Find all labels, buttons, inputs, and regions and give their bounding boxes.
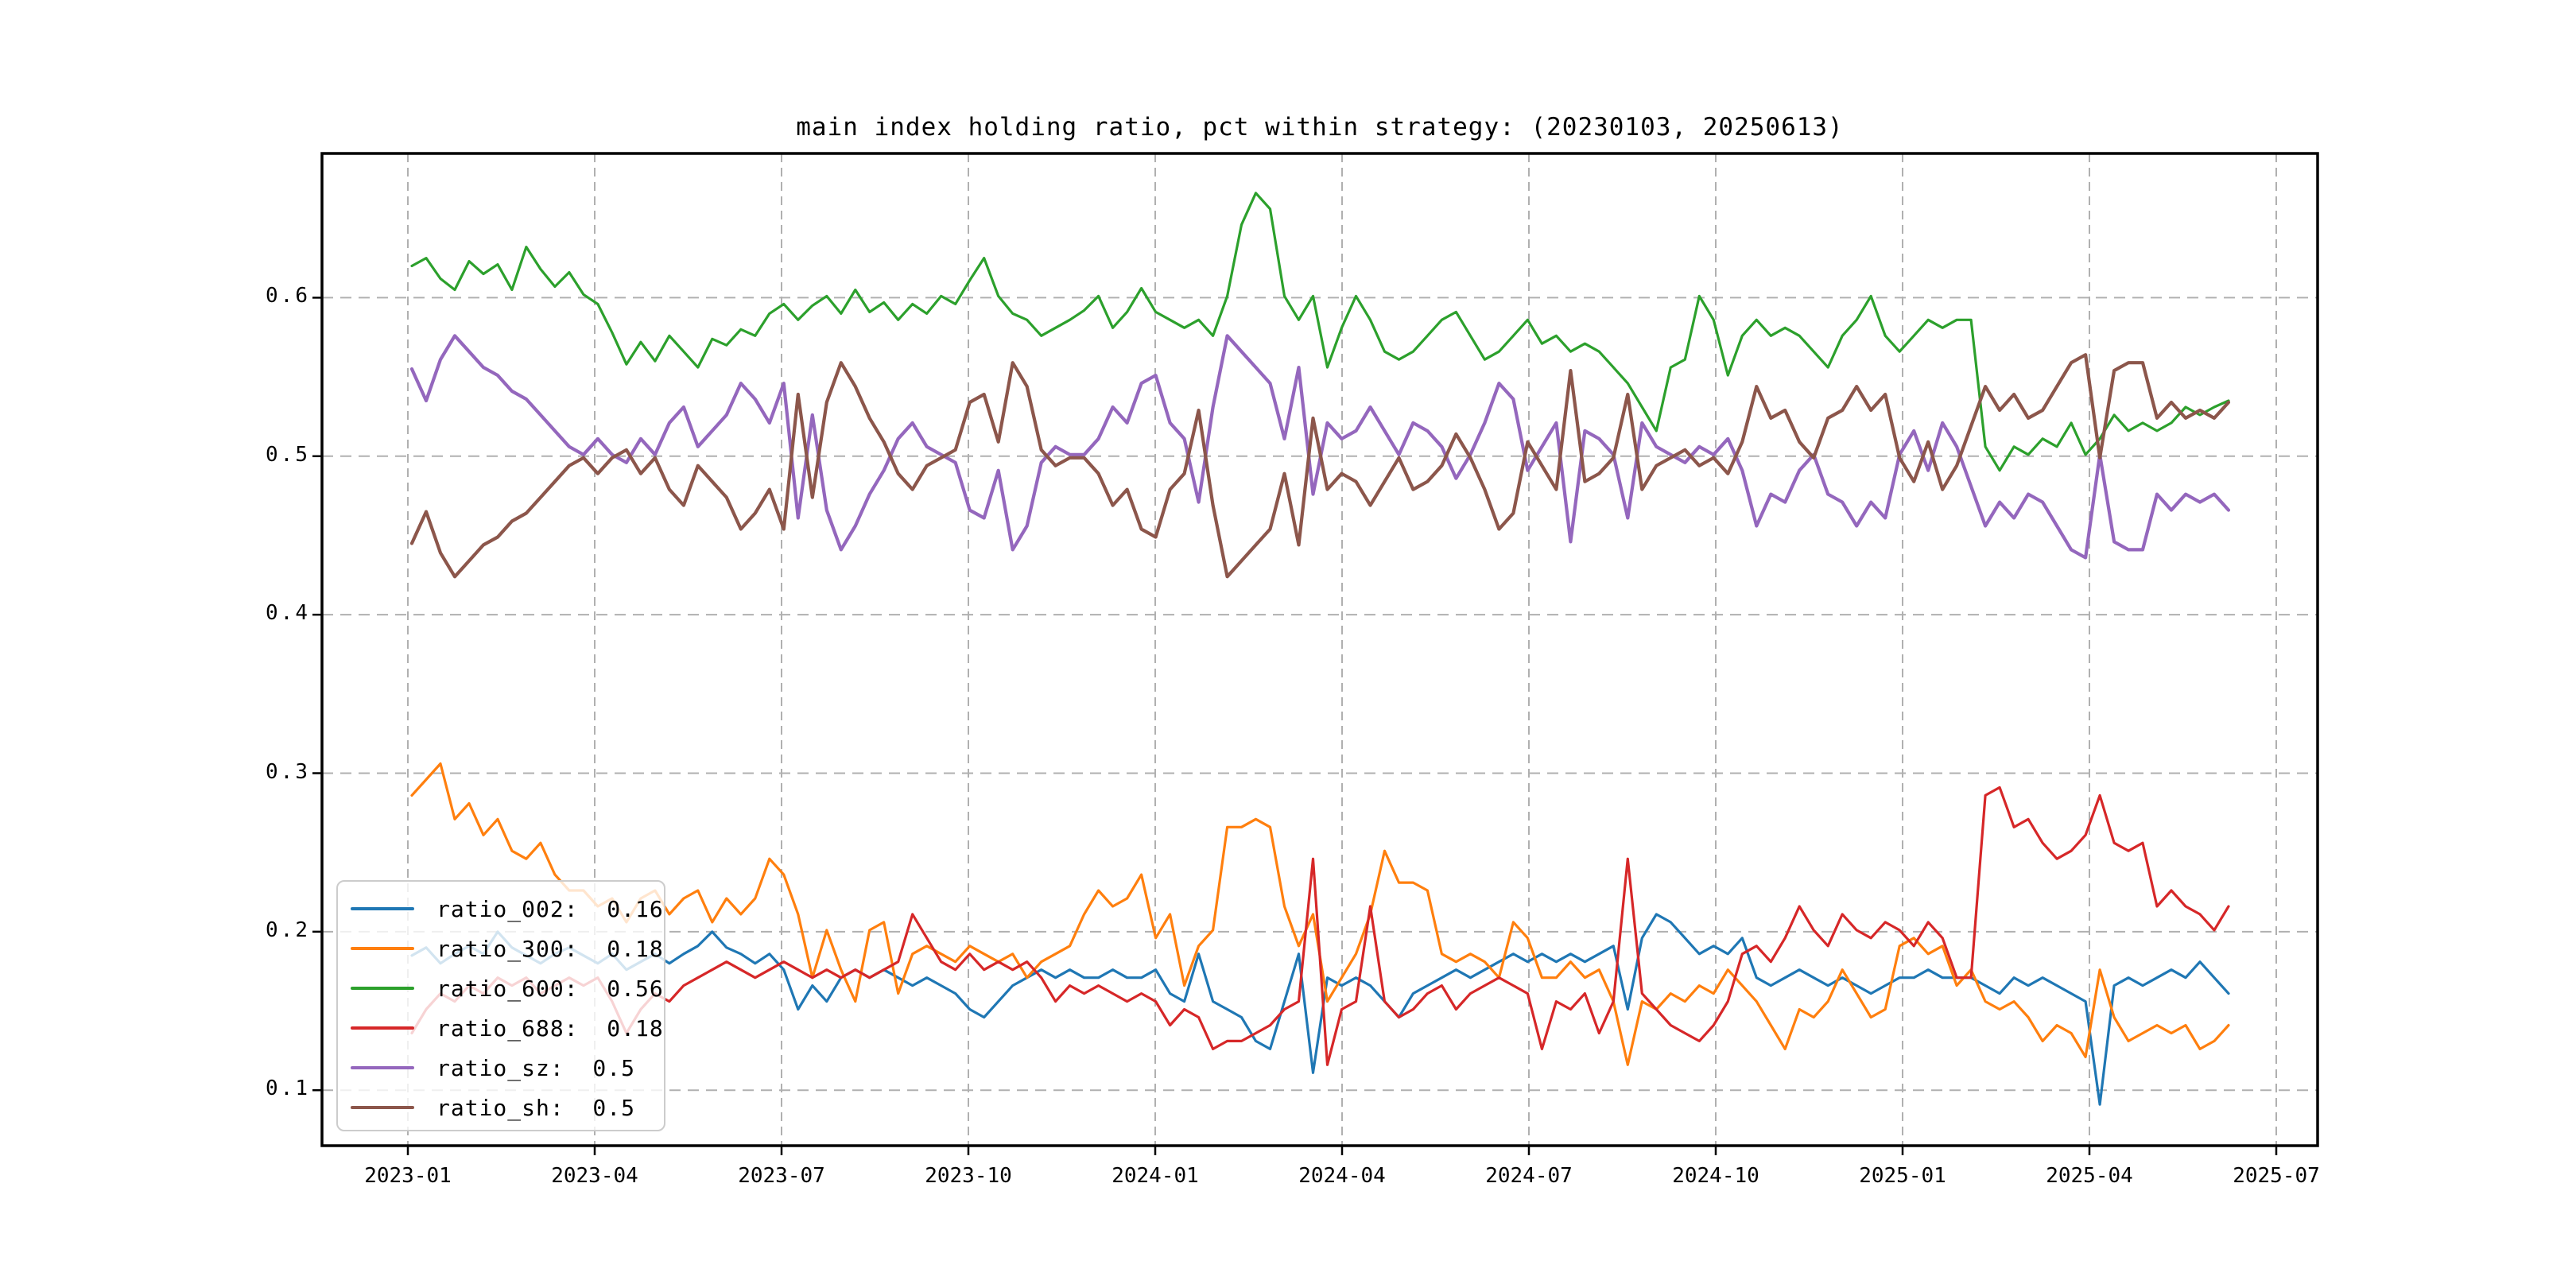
legend-label: ratio_sh: 0.5 (436, 1094, 636, 1121)
series-line-ratio_002 (410, 913, 2230, 1106)
y-tick-label: 0.6 (266, 284, 310, 308)
legend-label: ratio_002: 0.16 (436, 895, 664, 922)
legend-label: ratio_688: 0.18 (436, 1014, 664, 1042)
legend-item: ratio_sh: 0.5 (338, 1088, 664, 1127)
y-tick-label: 0.5 (266, 442, 310, 467)
legend-label: ratio_sz: 0.5 (436, 1054, 636, 1081)
legend-line-swatch (351, 947, 414, 950)
x-tick-label: 2024-04 (1298, 1164, 1386, 1188)
legend-line-swatch (351, 1066, 414, 1069)
y-tick-label: 0.3 (266, 759, 310, 784)
legend-item: ratio_688: 0.18 (338, 1008, 664, 1048)
legend-line-swatch (351, 1106, 414, 1109)
x-tick-label: 2025-04 (2046, 1164, 2133, 1188)
x-tick-label: 2025-07 (2233, 1164, 2320, 1188)
legend: ratio_002: 0.16 ratio_300: 0.18 ratio_600:… (336, 880, 665, 1131)
x-tick-label: 2023-10 (925, 1164, 1012, 1188)
axes-spines (320, 152, 2319, 1147)
series-line-ratio_688 (410, 786, 2230, 1066)
series-line-ratio_600 (410, 192, 2230, 472)
x-tick-label: 2023-04 (551, 1164, 638, 1188)
x-tick-label: 2023-07 (738, 1164, 825, 1188)
legend-item: ratio_300: 0.18 (338, 929, 664, 968)
y-tick-label: 0.2 (266, 918, 310, 942)
legend-label: ratio_600: 0.56 (436, 975, 664, 1002)
x-tick-label: 2024-10 (1672, 1164, 1759, 1188)
legend-item: ratio_002: 0.16 (338, 889, 664, 929)
x-tick-label: 2024-01 (1111, 1164, 1199, 1188)
tick-marks (312, 297, 2278, 1155)
legend-item: ratio_sz: 0.5 (338, 1048, 664, 1088)
chart-title: main index holding ratio, pct within str… (796, 113, 1844, 142)
series-line-ratio_sh (409, 353, 2231, 579)
legend-line-swatch (351, 987, 414, 990)
y-tick-label: 0.1 (266, 1077, 310, 1101)
legend-item: ratio_600: 0.56 (338, 968, 664, 1008)
legend-label: ratio_300: 0.18 (436, 935, 664, 962)
legend-line-swatch (351, 907, 414, 910)
x-tick-label: 2025-01 (1859, 1164, 1946, 1188)
legend-line-swatch (351, 1026, 414, 1030)
y-tick-label: 0.4 (266, 601, 310, 626)
x-tick-label: 2024-07 (1485, 1164, 1573, 1188)
x-tick-label: 2023-01 (364, 1164, 452, 1188)
